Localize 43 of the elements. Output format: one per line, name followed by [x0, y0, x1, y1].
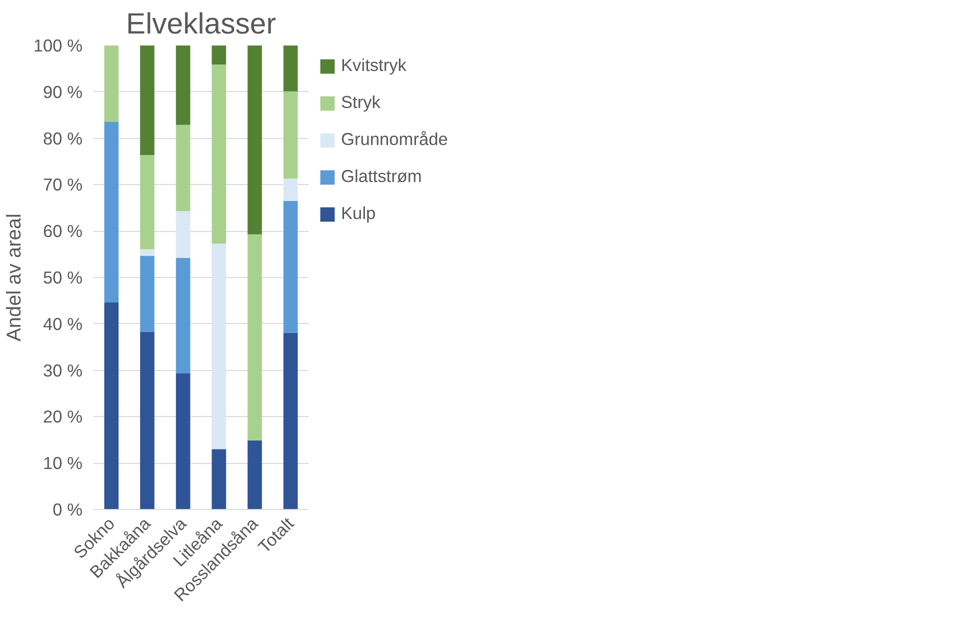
chart-title: Elveklasser: [126, 8, 276, 40]
bar: [176, 258, 190, 374]
y-tick-label: 30 %: [43, 360, 83, 380]
bar: [283, 46, 298, 92]
bar: [176, 46, 190, 125]
bar: [212, 64, 226, 244]
bar: [212, 244, 226, 450]
bar: [104, 302, 119, 510]
bar: [140, 46, 154, 156]
bar: [176, 211, 190, 258]
y-tick-label: 20 %: [43, 406, 83, 427]
y-tick-label: 80 %: [43, 128, 83, 148]
bar: [248, 440, 262, 510]
bar: [212, 449, 226, 510]
y-tick-label: 60 %: [43, 221, 83, 242]
y-tick-label: 90 %: [43, 82, 83, 102]
bar: [212, 46, 226, 65]
y-tick-label: 50 %: [43, 268, 83, 288]
bar: [283, 200, 298, 333]
bar: [176, 124, 190, 212]
legend-label: Kvitstryk: [341, 55, 406, 76]
y-tick-label: 0 %: [52, 500, 82, 520]
bar: [283, 178, 298, 201]
bar: [140, 249, 154, 256]
y-axis-title: Andel av areal: [3, 214, 26, 342]
bar: [140, 256, 154, 332]
bar: [104, 122, 119, 303]
bar: [248, 46, 262, 234]
legend-label: Kulp: [341, 203, 376, 224]
bar: [104, 46, 119, 122]
bar: [140, 155, 154, 250]
legend-label: Grunnområde: [341, 129, 448, 150]
y-tick-label: 70 %: [43, 174, 83, 195]
bar: [283, 332, 298, 510]
y-tick-label: 100 %: [33, 36, 83, 56]
y-tick-label: 40 %: [43, 314, 83, 334]
legend-label: Glattstrøm: [341, 166, 422, 187]
legend-label: Stryk: [341, 92, 380, 113]
bar: [283, 91, 298, 179]
y-tick-label: 10 %: [43, 453, 83, 474]
bar: [140, 332, 154, 510]
bar: [248, 234, 262, 440]
bar: [176, 373, 190, 510]
